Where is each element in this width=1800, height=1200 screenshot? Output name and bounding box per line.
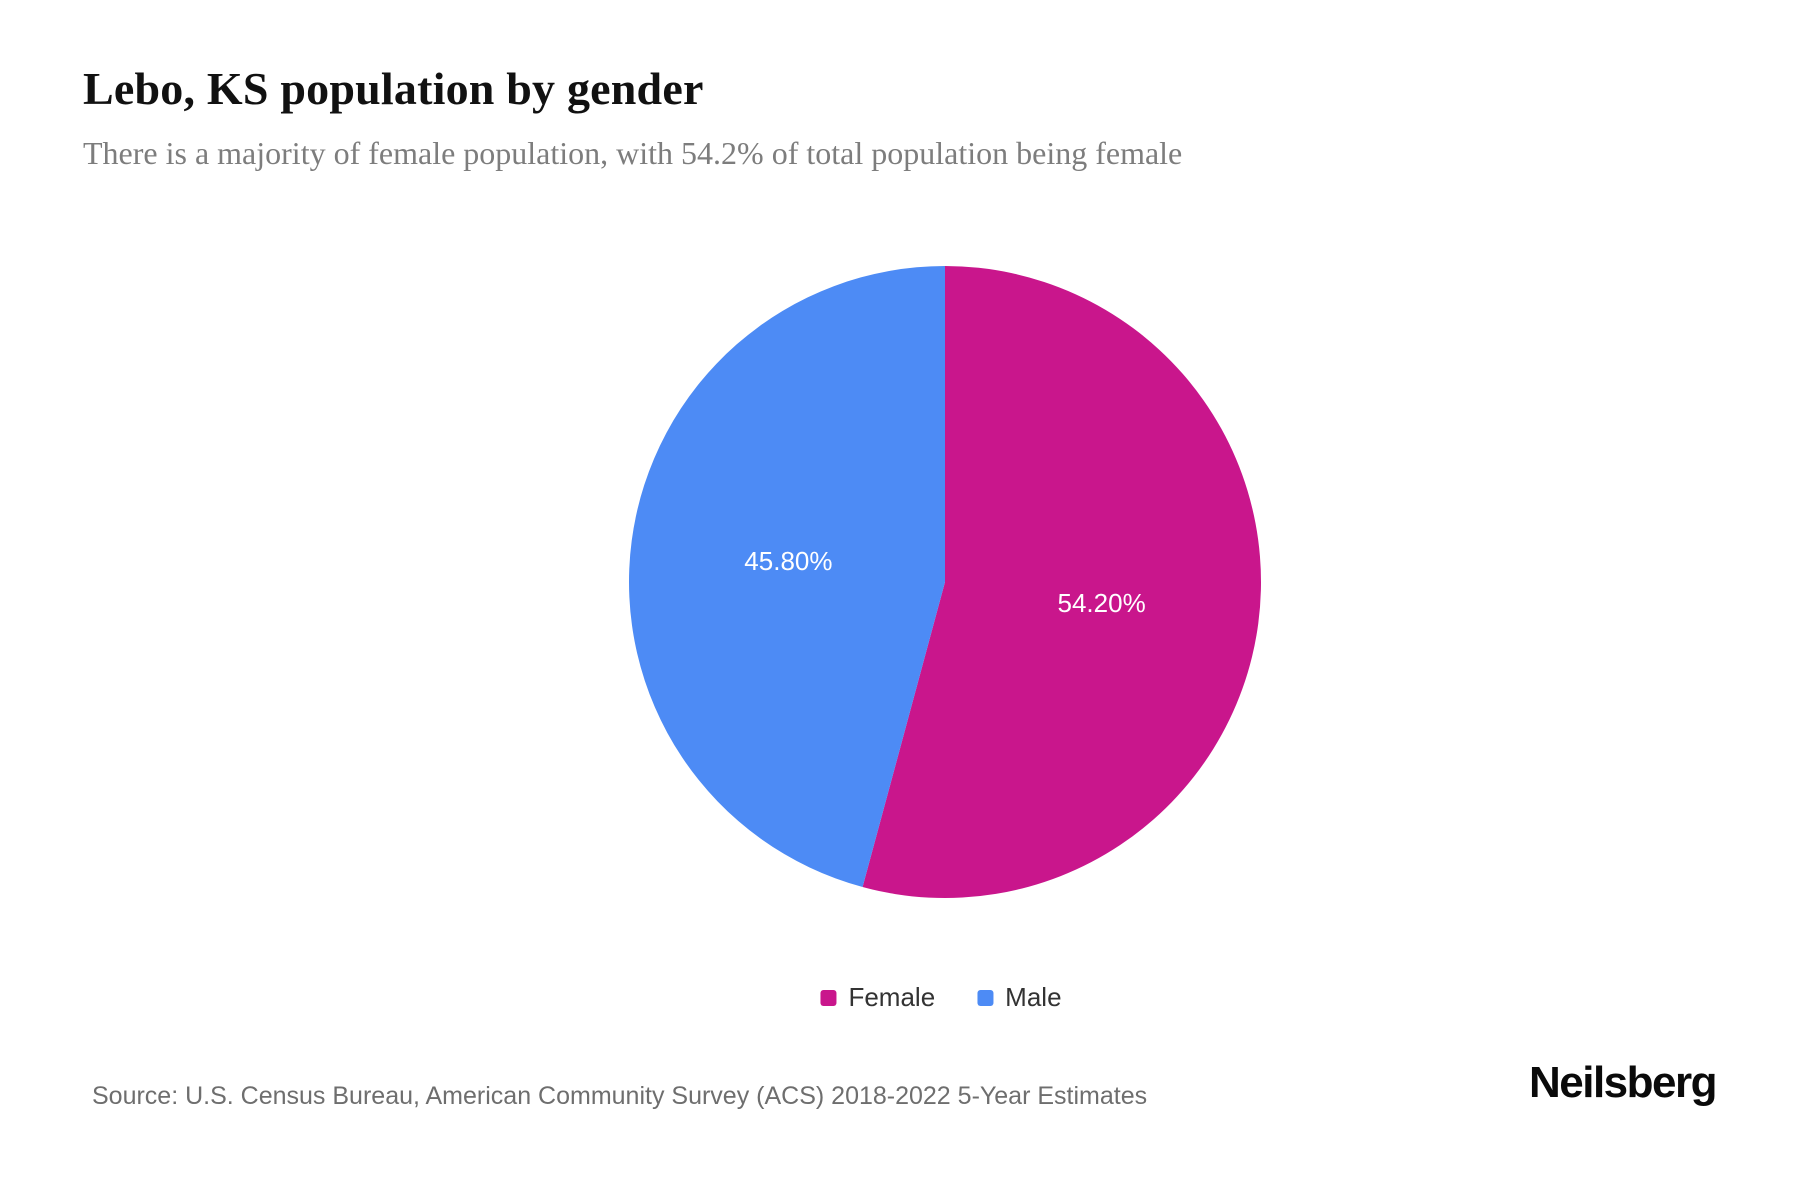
legend-swatch-male-icon <box>977 989 994 1006</box>
legend-swatch-female-icon <box>820 989 837 1006</box>
pie-chart: 54.20% 45.80% <box>625 262 1265 902</box>
source-attribution: Source: U.S. Census Bureau, American Com… <box>92 1082 1148 1110</box>
legend-item-male[interactable]: Male <box>977 982 1062 1013</box>
pie-slice-female[interactable] <box>862 266 1261 898</box>
legend-label-male: Male <box>1005 982 1062 1012</box>
pie-slice-label-female: 54.20% <box>1058 588 1146 618</box>
pie-slice-label-male: 45.80% <box>744 546 832 576</box>
chart-legend: Female Male <box>820 982 1062 1013</box>
page-title: Lebo, KS population by gender <box>83 63 704 114</box>
pie-slice-male[interactable] <box>628 266 945 888</box>
pie-chart-svg: 54.20% 45.80% <box>628 266 1261 898</box>
legend-item-female[interactable]: Female <box>820 982 935 1013</box>
page-subtitle: There is a majority of female population… <box>83 135 1183 171</box>
legend-label-female: Female <box>848 982 936 1012</box>
neilsberg-logo: Neilsberg <box>1528 1058 1718 1107</box>
